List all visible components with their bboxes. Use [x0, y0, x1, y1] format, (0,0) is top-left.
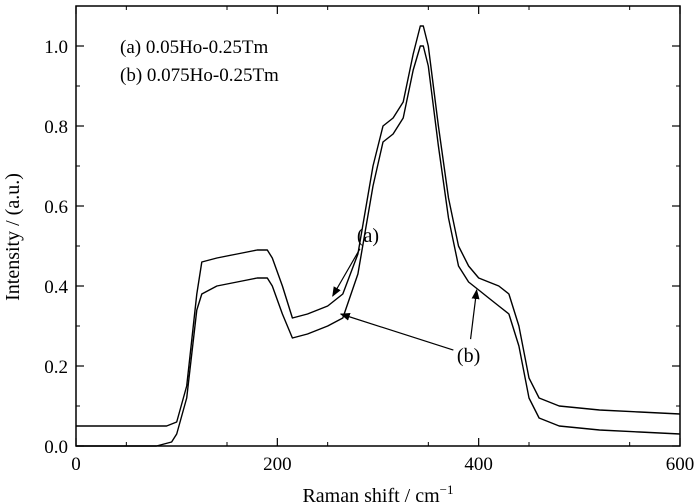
y-tick-label: 1.0 — [44, 37, 68, 58]
y-tick-label: 0.4 — [44, 277, 68, 298]
annotation-label-a: (a) — [357, 225, 379, 247]
x-axis: 0 200 400 600 — [71, 6, 694, 475]
y-tick-label: 0.6 — [44, 197, 68, 218]
legend-entry-a: (a) 0.05Ho-0.25Tm — [120, 37, 268, 58]
series-line-b — [76, 45, 681, 447]
plot-frame — [75, 5, 681, 447]
legend: (a) 0.05Ho-0.25Tm (b) 0.075Ho-0.25Tm — [120, 37, 279, 86]
x-tick-label: 400 — [464, 454, 493, 475]
y-tick-label: 0.0 — [44, 437, 68, 458]
annotation-layer: (a) (b) — [332, 225, 480, 367]
x-tick-label: 200 — [263, 454, 292, 475]
legend-entry-b: (b) 0.075Ho-0.25Tm — [120, 65, 279, 86]
x-tick-label: 0 — [71, 454, 81, 475]
x-axis-label: Raman shift / cm−1 — [302, 482, 453, 504]
y-tick-label: 0.2 — [44, 357, 68, 378]
annotation-arrow — [332, 248, 361, 297]
x-tick-label: 600 — [666, 454, 695, 475]
y-axis-label: Intensity / (a.u.) — [2, 173, 24, 301]
y-tick-label: 0.8 — [44, 117, 68, 138]
series-layer — [76, 25, 681, 447]
y-axis: 0.0 0.2 0.4 0.6 0.8 1.0 — [44, 5, 680, 458]
annotation-arrow — [339, 312, 454, 351]
x-axis-label-text: Raman shift / cm — [302, 485, 440, 504]
annotation-arrow — [469, 289, 480, 340]
annotation-label-b: (b) — [457, 345, 480, 367]
x-axis-label-superscript: −1 — [440, 482, 454, 497]
series-line-a — [76, 25, 681, 427]
